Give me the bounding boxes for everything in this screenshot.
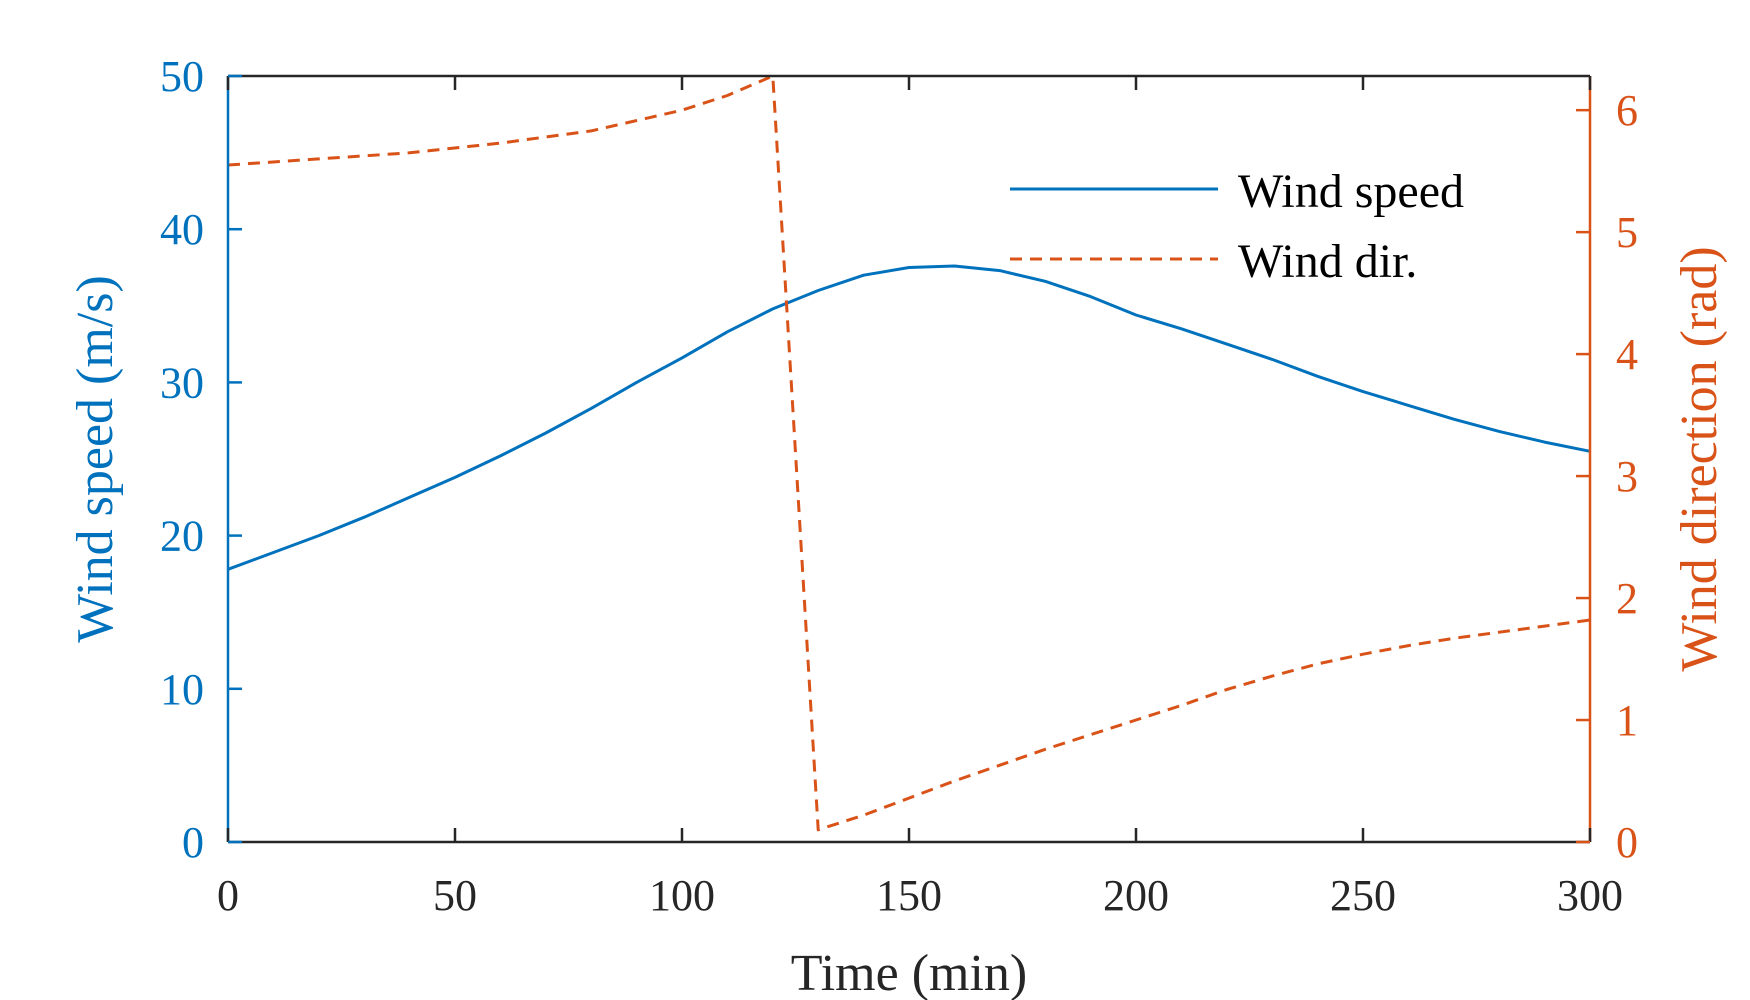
x-tick-label: 50 <box>433 871 477 920</box>
legend: Wind speed Wind dir. <box>1010 165 1464 288</box>
x-tick-label: 0 <box>217 871 239 920</box>
x-tick-label: 300 <box>1557 871 1623 920</box>
y-axis-left-title: Wind speed (m/s) <box>67 275 124 643</box>
y-right-tick-label: 3 <box>1616 452 1638 501</box>
y-left-tick-label: 10 <box>160 665 204 714</box>
plot-area <box>228 76 1590 842</box>
series-line-wind-dir <box>227 74 1591 832</box>
x-tick-label: 100 <box>649 871 715 920</box>
y-right-tick-label: 1 <box>1616 696 1638 745</box>
series-line-wind-speed <box>227 264 1591 571</box>
legend-label-wind-speed: Wind speed <box>1238 165 1464 218</box>
x-tick-label: 250 <box>1330 871 1396 920</box>
y-right-tick-label: 2 <box>1616 574 1638 623</box>
y-right-tick-label: 0 <box>1616 818 1638 867</box>
y-right-tick-label: 4 <box>1616 330 1638 379</box>
y-left-tick-label: 50 <box>160 52 204 101</box>
y-right-tick-label: 5 <box>1616 208 1638 257</box>
legend-label-wind-dir: Wind dir. <box>1238 235 1417 288</box>
y-left-tick-label: 30 <box>160 358 204 407</box>
y-right-tick-label: 6 <box>1616 86 1638 135</box>
y-left-tick-label: 0 <box>182 818 204 867</box>
y-left-tick-label: 40 <box>160 205 204 254</box>
x-tick-label: 200 <box>1103 871 1169 920</box>
y-left-tick-label: 20 <box>160 512 204 561</box>
x-tick-label: 150 <box>876 871 942 920</box>
x-axis-title: Time (min) <box>791 945 1027 1000</box>
y-axis-right-title: Wind direction (rad) <box>1671 246 1728 671</box>
series-layer <box>227 74 1591 832</box>
